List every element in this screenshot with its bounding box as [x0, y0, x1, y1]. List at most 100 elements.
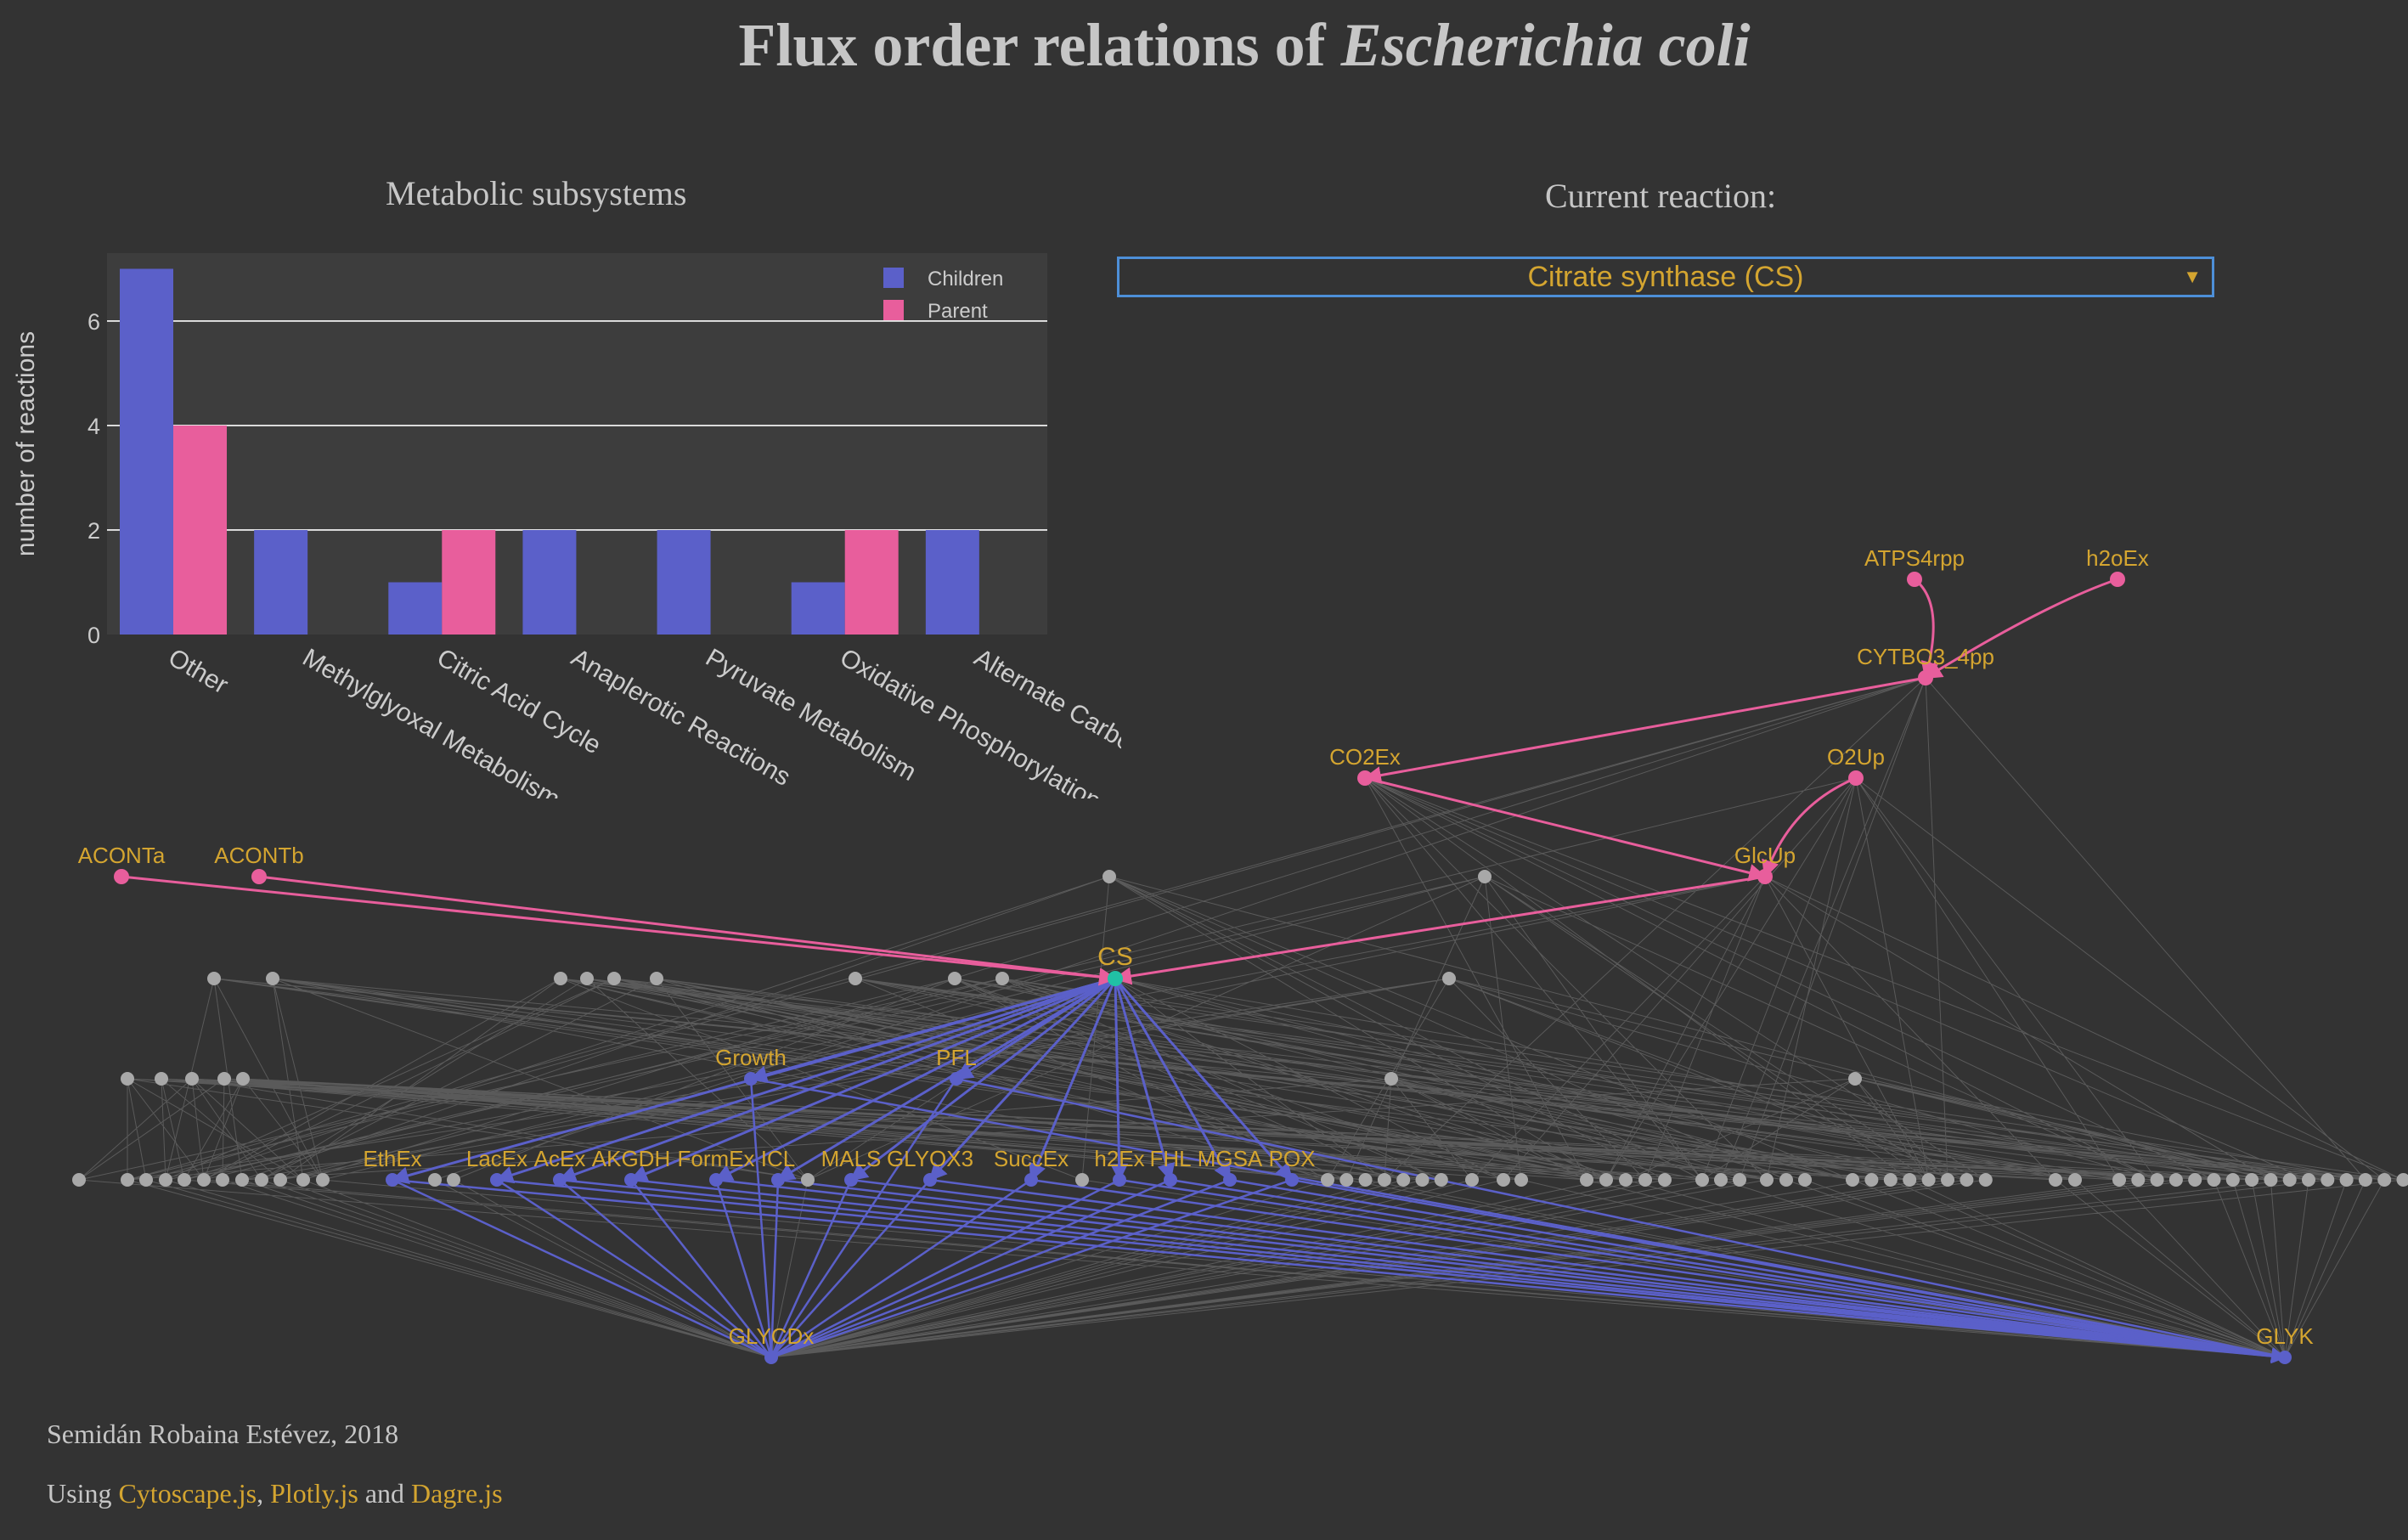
edge-child [714, 977, 1116, 1182]
node-neutral [1514, 1173, 1528, 1187]
edge-child [928, 977, 1117, 1182]
bar-children [791, 582, 845, 635]
separator-comma: , [257, 1478, 271, 1509]
edge-child [770, 1179, 931, 1358]
label-glyox3: GLYOX3 [887, 1146, 973, 1171]
node-acontb [251, 869, 267, 884]
node-growth [744, 1072, 758, 1086]
node-neutral [948, 972, 962, 985]
node-neutral [2112, 1173, 2126, 1187]
legend-label-children: Children [928, 268, 1003, 291]
node-neutral [1434, 1173, 1448, 1187]
node-neutral [2339, 1173, 2354, 1187]
node-neutral [1339, 1173, 1354, 1187]
edge-child [770, 1178, 1171, 1359]
node-neutral [2207, 1173, 2221, 1187]
node-neutral [1580, 1173, 1593, 1187]
node-neutral [1695, 1173, 1709, 1187]
node-neutral [1760, 1173, 1774, 1187]
label-growth: Growth [715, 1045, 787, 1070]
node-neutral [1733, 1173, 1746, 1187]
node-akgdh [624, 1173, 638, 1187]
chevron-down-icon: ▼ [2183, 266, 2202, 287]
edge-parent [1362, 676, 1926, 785]
node-neutral [1478, 870, 1492, 883]
label-o2up: O2Up [1827, 744, 1885, 770]
legend-swatch-parent [883, 300, 904, 320]
current-reaction-label: Current reaction: [1545, 177, 1777, 215]
cytoscape-link[interactable]: Cytoscape.js [118, 1478, 257, 1509]
node-neutral [197, 1173, 211, 1187]
node-cs [1108, 971, 1123, 986]
node-neutral [2302, 1173, 2315, 1187]
node-neutral [207, 972, 221, 985]
node-neutral [155, 1072, 168, 1086]
node-neutral [1714, 1173, 1728, 1187]
node-neutral [1978, 1173, 1993, 1187]
node-neutral [554, 972, 567, 985]
node-neutral [2245, 1173, 2259, 1187]
edge-layer [78, 578, 2404, 1364]
node-co2ex [1357, 770, 1373, 786]
edge-child [849, 977, 1116, 1182]
node-neutral [2264, 1173, 2278, 1187]
node-neutral [1396, 1173, 1411, 1187]
edge-child [770, 1178, 1231, 1359]
dagre-link[interactable]: Dagre.js [411, 1478, 503, 1509]
node-neutral [2150, 1173, 2164, 1187]
node-neutral [2225, 1173, 2240, 1187]
node-neutral [1465, 1173, 1479, 1187]
node-glyox3 [923, 1173, 937, 1187]
node-neutral [2168, 1173, 2183, 1187]
node-neutral [849, 972, 862, 985]
reaction-dropdown[interactable]: Citrate synthase (CS) ▼ [1117, 257, 2214, 297]
legend-label-parent: Parent [928, 300, 988, 323]
bar-parent [173, 425, 227, 635]
node-neutral [296, 1173, 310, 1187]
node-neutral [2321, 1173, 2335, 1187]
node-neutral [1921, 1173, 1936, 1187]
node-neutral [428, 1173, 442, 1187]
label-succex: SuccEx [994, 1146, 1069, 1171]
y-tick-label: 2 [87, 518, 100, 544]
bar-children [388, 582, 443, 635]
node-neutral [217, 1072, 231, 1086]
edge-child [1029, 978, 1117, 1182]
edge-child [714, 1179, 773, 1358]
edge-child [496, 1178, 772, 1359]
node-glcup [1757, 869, 1773, 884]
plotly-link[interactable]: Plotly.js [270, 1478, 358, 1509]
node-neutral [1619, 1173, 1633, 1187]
label-layer: ACONTa ACONTb ATPS4rpp h2oEx CYTBO3_4pp CO2Ex… [78, 545, 2315, 1349]
background-edges [78, 677, 2404, 1358]
node-glyk [2278, 1351, 2292, 1364]
node-neutral [1798, 1173, 1812, 1187]
node-neutral [1848, 1072, 1862, 1086]
node-neutral [216, 1173, 229, 1187]
label-acontb: ACONTb [214, 843, 303, 868]
edge-child [558, 977, 1116, 1183]
node-neutral [2131, 1173, 2146, 1187]
edge-child [495, 977, 1116, 1184]
node-neutral [1415, 1173, 1430, 1187]
edge-child [392, 1178, 772, 1359]
edge-child [1030, 1178, 2287, 1363]
edge-parent [1924, 578, 2118, 680]
label-glcup: GlcUp [1734, 843, 1796, 868]
edge-child [749, 1078, 773, 1358]
label-glyk: GLYK [2256, 1323, 2314, 1349]
edge-child [956, 1077, 2287, 1362]
node-neutral [1442, 972, 1456, 985]
node-neutral [266, 972, 279, 985]
node-neutral [1779, 1173, 1793, 1187]
node-neutral [178, 1173, 191, 1187]
label-co2ex: CO2Ex [1329, 744, 1401, 770]
node-cytbo3_4pp [1918, 670, 1933, 685]
edge-child [1170, 1178, 2287, 1363]
node-neutral [2377, 1173, 2392, 1187]
node-neutral [1358, 1173, 1373, 1187]
node-neutral [185, 1072, 199, 1086]
node-neutral [580, 972, 594, 985]
